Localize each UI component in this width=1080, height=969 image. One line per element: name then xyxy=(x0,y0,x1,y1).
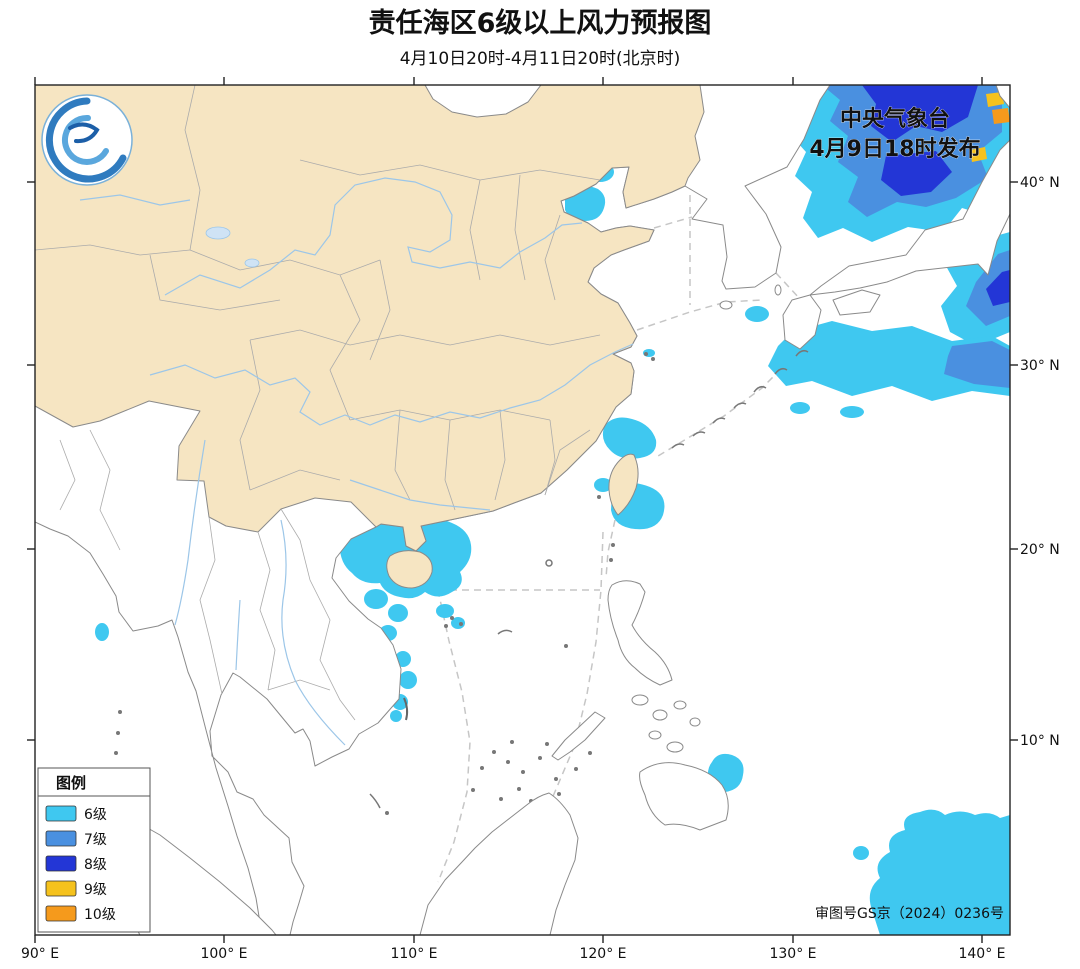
legend-swatch-8 xyxy=(45,855,77,872)
kyushu-island xyxy=(782,294,822,350)
lake xyxy=(205,226,231,240)
legend-label: 10级 xyxy=(84,907,116,923)
admin-borders xyxy=(35,85,601,721)
palawan-island xyxy=(551,711,606,761)
legend-swatch-10 xyxy=(45,905,77,922)
y-tick-label: 40° N xyxy=(1020,175,1060,191)
legend: 图例 6级 7级 8级 9级 10级 xyxy=(37,767,151,933)
tsushima-island xyxy=(774,284,782,296)
taiwan-island xyxy=(608,453,639,516)
wind-area-6 xyxy=(768,321,1010,401)
issue-time: 4月9日18时发布 xyxy=(809,136,980,162)
islands xyxy=(117,85,1010,935)
legend-label: 9级 xyxy=(84,882,107,898)
legend-label: 6级 xyxy=(84,807,107,823)
y-axis-labels: 40° N 30° N 20° N 10° N xyxy=(1020,175,1060,749)
legend-swatch-6 xyxy=(45,805,77,822)
y-tick-label: 10° N xyxy=(1020,733,1060,749)
page-title: 责任海区6级以上风力预报图 xyxy=(369,7,712,39)
legend-item: 7级 xyxy=(45,830,107,848)
issuer-info: 中央气象台 4月9日18时发布 xyxy=(809,106,981,163)
map-canvas xyxy=(35,85,1010,935)
wind-area-8 xyxy=(986,270,1010,306)
x-axis-labels: 90° E 100° E 110° E 120° E 130° E 140° E xyxy=(21,946,1006,962)
hokkaido-sliver xyxy=(995,85,1010,109)
x-tick-label: 100° E xyxy=(200,946,247,962)
rivers xyxy=(79,177,634,746)
axis-ticks xyxy=(27,77,1018,943)
shikoku-island xyxy=(832,289,881,316)
page-subtitle: 4月10日20时-4月11日20时(北京时) xyxy=(400,49,681,69)
legend-item: 9级 xyxy=(45,880,107,898)
x-tick-label: 130° E xyxy=(769,946,816,962)
legend-swatch-9 xyxy=(45,880,77,897)
y-tick-label: 20° N xyxy=(1020,542,1060,558)
wind-area-8 xyxy=(881,151,952,196)
wind-area-10 xyxy=(992,108,1010,124)
honshu-island xyxy=(809,139,1010,296)
wind-area-8 xyxy=(862,85,978,142)
legend-item: 6级 xyxy=(45,805,107,823)
mindanao-island xyxy=(639,762,729,831)
y-tick-label: 30° N xyxy=(1020,358,1060,374)
legend-item: 8级 xyxy=(45,855,107,873)
wind-area-6 xyxy=(602,417,657,459)
legend-label: 7级 xyxy=(84,832,107,848)
x-tick-label: 120° E xyxy=(579,946,626,962)
cma-logo xyxy=(41,94,133,186)
legend-label: 8级 xyxy=(84,857,107,873)
luzon-island xyxy=(607,580,673,686)
wind-area-9 xyxy=(970,147,987,162)
legend-swatch-7 xyxy=(45,830,77,847)
x-tick-label: 140° E xyxy=(958,946,1005,962)
lake xyxy=(244,258,260,268)
wind-area-7 xyxy=(944,341,1010,388)
island-marks xyxy=(109,349,809,815)
x-tick-label: 90° E xyxy=(21,946,59,962)
borneo-island xyxy=(419,792,579,935)
map-license: 审图号GS京（2024）0236号 xyxy=(815,906,1004,922)
map-frame: 90° E 100° E 110° E 120° E 130° E 140° E… xyxy=(21,77,1060,962)
wind-area-6 xyxy=(869,809,1010,935)
x-tick-label: 110° E xyxy=(390,946,437,962)
legend-title: 图例 xyxy=(56,774,86,792)
issuer-agency: 中央气象台 xyxy=(840,106,950,132)
jeju-island xyxy=(719,300,733,310)
hainan-island xyxy=(386,550,433,589)
legend-item: 10级 xyxy=(45,905,116,923)
